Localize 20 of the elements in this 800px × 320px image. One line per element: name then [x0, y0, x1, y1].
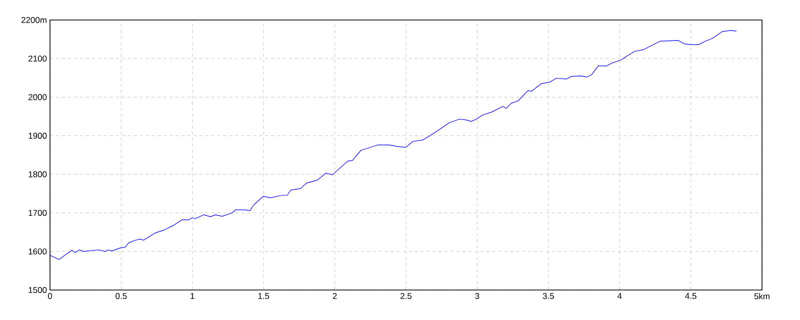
y-tick-label: 1500	[28, 287, 47, 293]
x-tick-label: 5km	[754, 293, 770, 300]
y-tick-label: 2000	[28, 94, 47, 100]
x-tick-label: 3	[475, 293, 480, 300]
line-series	[50, 30, 737, 260]
x-tick-label: 0	[48, 293, 52, 300]
y-tick-label: 1900	[28, 132, 47, 139]
y-tick-label: 1800	[28, 171, 47, 178]
x-tick-label: 2.5	[400, 293, 412, 300]
x-tick-label: 4.5	[685, 293, 696, 299]
x-tick-label: 3.5	[542, 293, 554, 300]
y-tick-label: 1600	[28, 248, 47, 254]
y-tick-label: 1700	[28, 210, 47, 216]
x-tick-label: 2	[332, 293, 337, 299]
x-tick-label: 1	[190, 293, 194, 299]
x-tick-label: 0.5	[116, 293, 127, 300]
x-tick-label: 4	[617, 293, 622, 299]
x-tick-label: 1.5	[258, 293, 270, 299]
y-tick-label: 2200m	[22, 17, 46, 23]
y-tick-label: 2100	[28, 56, 47, 62]
